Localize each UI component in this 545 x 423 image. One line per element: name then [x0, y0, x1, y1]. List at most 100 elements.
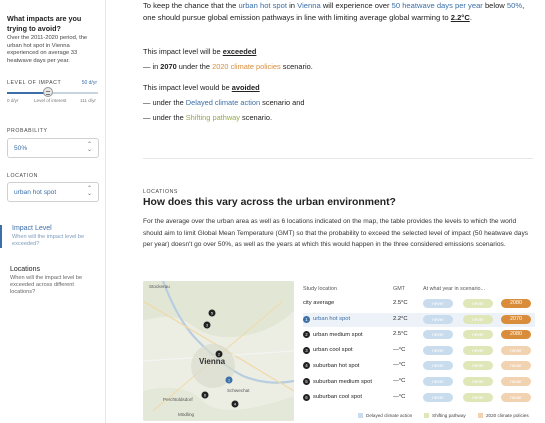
row-location: 2 urban medium spot	[303, 331, 363, 339]
level-of-impact-value: 50 d/yr	[81, 80, 97, 86]
location-label: LOCATION	[7, 173, 38, 179]
row-location: city average	[303, 300, 334, 306]
pill-shifting: never	[463, 361, 493, 371]
pill-policies: never	[501, 361, 531, 371]
location-number-badge: 4	[303, 362, 310, 370]
location-name: suburban medium spot	[313, 378, 372, 385]
intro-gmt: 2.2°C	[450, 13, 470, 22]
exceeded-year: 2070	[160, 62, 177, 71]
pill-shifting: never	[463, 377, 493, 386]
row-gmt: —°C	[393, 346, 406, 353]
exceeded-scenario: 2020 climate policies	[212, 62, 281, 71]
row-location: 5 suburban medium spot	[303, 378, 372, 385]
row-gmt: —°C	[393, 362, 406, 369]
intro-text: To keep the chance that the	[143, 1, 237, 10]
intro-probability: 50%	[506, 1, 523, 10]
avoided-block: This impact level would be avoided — und…	[143, 80, 533, 125]
pill-delayed: never	[423, 361, 453, 371]
row-gmt: 2.5°C	[393, 300, 408, 306]
row-location: 4 suburban hot spot	[303, 362, 359, 370]
nav-item-title: Locations	[10, 266, 40, 273]
location-number-badge: 2	[303, 331, 310, 339]
nav-item-locations[interactable]: Locations When will the impact level be …	[0, 266, 105, 296]
pill-policies: never	[501, 345, 531, 355]
exceeded-text: This impact level will be	[143, 47, 221, 56]
row-location: 3 urban cool spot	[303, 346, 353, 354]
avoided-text: This impact level would be	[143, 83, 230, 92]
exceeded-text: under the	[178, 62, 211, 71]
avoided-scenario-delayed: Delayed climate action	[185, 98, 261, 107]
legend-policies: 2020 climate policies	[478, 413, 529, 418]
slider-max-label: 111 d/yr	[80, 98, 96, 103]
svg-text:3: 3	[206, 323, 209, 328]
pill-policies: 2080	[501, 330, 531, 340]
section-body: For the average over the urban area as w…	[143, 218, 529, 248]
table-row[interactable]: 4 suburban hot spot —°C never never never	[303, 359, 535, 373]
location-select[interactable]: urban hot spot ⌃ ⌄	[7, 182, 99, 202]
svg-text:2: 2	[218, 352, 221, 357]
exceeded-block: This impact level will be exceeded — in …	[143, 44, 533, 74]
locations-map[interactable]: 5 3 2 1 4 6 Stockerau Vienna Schwechat P…	[143, 281, 294, 421]
probability-label: PROBABILITY	[7, 128, 48, 134]
nav-item-impact-level[interactable]: Impact Level When will the impact level …	[0, 225, 105, 248]
dash: —	[143, 62, 151, 71]
legend-swatch	[424, 413, 429, 418]
intro-text: below	[484, 1, 505, 10]
pill-policies: never	[501, 392, 531, 402]
dash: —	[143, 98, 151, 107]
map-label-modling: Mödling	[178, 412, 195, 417]
impact-slider-fill	[7, 92, 48, 94]
avoided-text: under the	[152, 98, 184, 107]
table-row[interactable]: 6 suburban cool spot —°C never never never	[303, 391, 535, 405]
intro-text: will experience over	[322, 1, 390, 10]
exceeded-text: in	[152, 62, 159, 71]
intro-metric: heatwave days per year	[402, 1, 483, 10]
location-name: urban cool spot	[313, 347, 353, 354]
row-gmt: 2.2°C	[393, 315, 408, 322]
section-title: How does this vary across the urban envi…	[143, 197, 396, 208]
intro-impact-number: 50	[391, 1, 401, 10]
location-number-badge: 1	[303, 315, 310, 323]
avoided-text: under the	[152, 113, 184, 122]
table-row[interactable]: city average 2.5°C never never 2080	[303, 297, 535, 311]
legend-label: 2020 climate policies	[486, 413, 529, 418]
table-row[interactable]: 1 urban hot spot 2.2°C never never 2070	[303, 312, 535, 327]
sidebar-title: What impacts are you trying to avoid?	[7, 14, 82, 33]
nav-item-subtitle: When will the impact level be exceeded?	[12, 234, 85, 247]
avoided-text: scenario.	[242, 113, 273, 122]
select-chevron-icon: ⌃ ⌄	[86, 186, 92, 197]
legend-label: Delayed climate action	[366, 413, 413, 418]
legend-label: Shifting pathway	[432, 413, 466, 418]
row-gmt: 2.5°C	[393, 331, 408, 338]
pill-policies: never	[501, 377, 531, 386]
map-label-vienna: Vienna	[199, 357, 226, 366]
map-marker: 5 3 2 1 4 6	[201, 309, 239, 408]
probability-select-value: 50%	[14, 145, 28, 152]
pill-delayed: never	[423, 299, 453, 308]
table-header-gmt: GMT	[393, 286, 405, 292]
svg-text:4: 4	[234, 402, 237, 407]
legend-delayed: Delayed climate action	[358, 413, 412, 418]
pill-delayed: never	[423, 314, 453, 324]
table-header-location: Study location	[303, 286, 337, 292]
legend-swatch	[478, 413, 483, 418]
location-select-value: urban hot spot	[14, 189, 57, 196]
intro-city: Vienna	[297, 1, 321, 10]
map-graphic: 5 3 2 1 4 6	[143, 281, 294, 421]
pill-shifting: never	[463, 345, 493, 355]
table-row[interactable]: 2 urban medium spot 2.5°C never never 2080	[303, 328, 535, 342]
dash: —	[143, 113, 151, 122]
avoided-scenario-shifting: Shifting pathway	[185, 113, 240, 122]
intro-location: urban hot spot	[238, 1, 287, 10]
pill-delayed: never	[423, 345, 453, 355]
svg-text:6: 6	[204, 393, 207, 398]
impact-slider-handle[interactable]	[42, 87, 53, 97]
probability-select[interactable]: 50% ⌃ ⌄	[7, 138, 99, 158]
table-row[interactable]: 5 suburban medium spot —°C never never never	[303, 375, 535, 389]
nav-item-title: Impact Level	[12, 225, 52, 232]
legend-swatch	[358, 413, 363, 418]
exceeded-word: exceeded	[222, 47, 257, 56]
row-gmt: —°C	[393, 378, 406, 384]
pill-shifting: never	[463, 392, 493, 402]
table-row[interactable]: 3 urban cool spot —°C never never never	[303, 344, 535, 358]
